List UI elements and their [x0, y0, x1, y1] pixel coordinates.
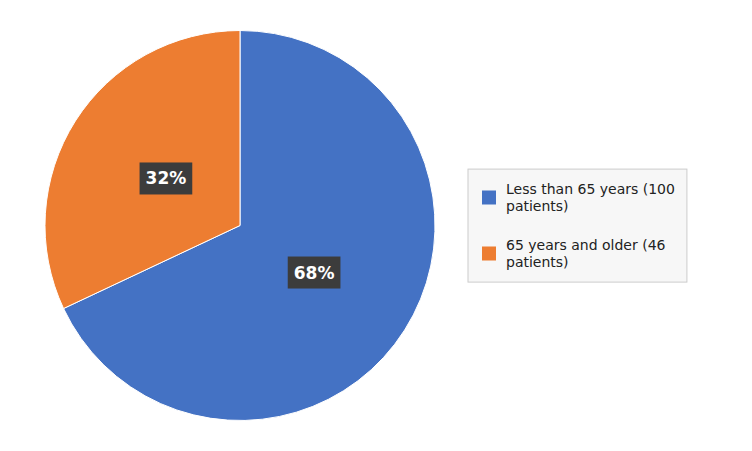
data-label: 68% — [294, 263, 335, 283]
pie-slice — [45, 31, 240, 309]
legend-frame — [468, 169, 687, 282]
data-label-box — [140, 162, 193, 194]
legend: Less than 65 years (100patients) 65 years… — [468, 169, 687, 282]
pie — [45, 31, 435, 421]
data-label-box — [288, 257, 341, 289]
data-labels: 68% 32% — [140, 162, 341, 288]
chart: 68% 32% Less than 65 years (100patients) 65… — [0, 0, 752, 451]
legend-swatch — [482, 191, 496, 205]
legend-label: 65 years and older (46patients) — [506, 237, 666, 270]
legend-swatch — [482, 247, 496, 261]
legend-label: Less than 65 years (100patients) — [506, 181, 675, 214]
data-label: 32% — [146, 168, 187, 188]
